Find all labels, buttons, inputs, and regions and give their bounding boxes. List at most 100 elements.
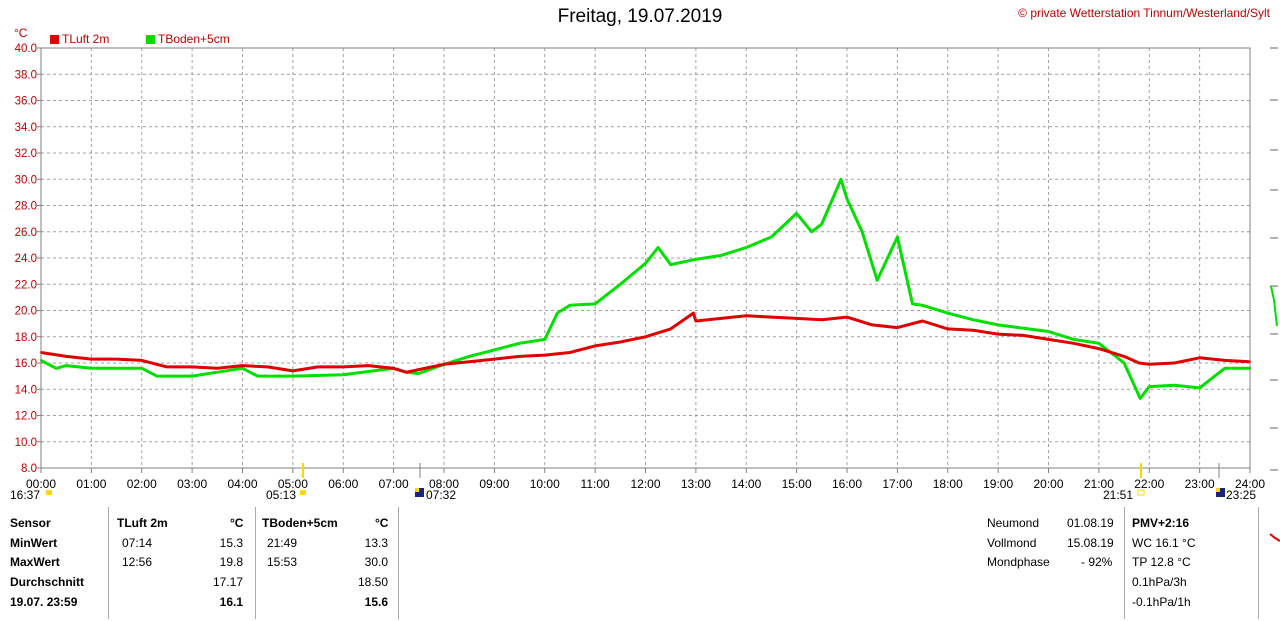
legend-swatch-red	[50, 34, 59, 44]
point-tboden	[256, 374, 259, 378]
point-tluft	[1198, 356, 1201, 359]
pmv-line: TP 12.8 °C	[1132, 555, 1191, 569]
point-tboden	[1198, 386, 1201, 390]
moon-label: Neumond	[987, 516, 1040, 530]
point-tluft	[342, 365, 345, 369]
event-time: 21:51	[1103, 488, 1133, 502]
x-tick-label: 22:00	[1134, 477, 1164, 491]
sun-icon	[300, 490, 306, 495]
point-tluft	[140, 359, 143, 362]
point-tboden	[54, 367, 58, 370]
point-tluft	[644, 335, 647, 338]
point-tluft	[405, 371, 408, 374]
stats-header-tluft: TLuft 2m	[117, 516, 168, 530]
event-time: 07:32	[426, 488, 456, 502]
point-tluft	[468, 360, 471, 363]
point-tboden	[656, 246, 660, 249]
stats-time-tluft: 07:14	[122, 536, 153, 550]
stats-header-sensor: Sensor	[10, 516, 51, 530]
point-tluft	[90, 357, 93, 361]
point-tboden	[216, 371, 219, 374]
point-tboden	[946, 311, 949, 315]
x-tick-label: 06:00	[328, 477, 358, 491]
grid	[40, 47, 1251, 469]
y-tick-label: 20.0	[15, 306, 37, 318]
x-tick-label: 11:00	[581, 477, 610, 491]
point-tboden	[669, 263, 672, 266]
stats-value-tluft: 17.17	[212, 575, 243, 589]
legend-item-tluft: TLuft 2m	[50, 32, 109, 46]
stats-row-label: MaxWert	[10, 555, 60, 569]
stats-value-tluft: 15.3	[219, 536, 243, 550]
point-tluft	[971, 329, 975, 332]
point-tboden	[770, 235, 773, 239]
point-tluft	[417, 368, 420, 371]
point-tboden	[593, 302, 597, 306]
x-tick-label: 15:00	[782, 477, 812, 491]
legend-swatch-green	[146, 34, 155, 44]
point-tluft	[1072, 342, 1075, 345]
stats-column-tboden	[254, 507, 399, 619]
x-tick-label: 04:00	[227, 477, 257, 491]
pmv-line: WC 16.1 °C	[1132, 536, 1196, 550]
point-tboden	[694, 258, 698, 261]
point-tboden	[820, 222, 823, 226]
point-tboden	[896, 235, 899, 239]
y-tick-label: 28.0	[15, 201, 37, 213]
point-tboden	[1047, 330, 1050, 333]
y-tick-label: 8.0	[21, 463, 37, 475]
pmv-panel	[1124, 507, 1259, 619]
point-tboden	[644, 262, 647, 265]
y-unit-label: °C	[14, 26, 28, 40]
point-tluft	[871, 323, 874, 327]
point-tluft	[241, 364, 244, 367]
x-tick-label: 05:00	[278, 477, 308, 491]
point-tluft	[619, 340, 622, 344]
point-tluft	[1047, 338, 1050, 341]
x-axis: 00:00 01:00 02:00 03:00 04:00 05:00 06:00 07:00…	[26, 468, 1265, 491]
stats-time-tboden: 15:53	[267, 555, 298, 569]
point-tluft	[1173, 361, 1176, 365]
point-tluft	[719, 317, 723, 320]
point-tboden	[839, 178, 843, 181]
x-tick-label: 16:00	[832, 477, 862, 491]
x-tick-label: 14:00	[731, 477, 761, 491]
point-tboden	[971, 318, 975, 321]
point-tboden	[719, 254, 723, 257]
y-tick-label: 10.0	[15, 437, 37, 449]
point-tluft	[1122, 355, 1126, 358]
point-tluft	[845, 315, 849, 319]
point-tboden	[518, 342, 521, 345]
x-tick-label: 21:00	[1084, 477, 1114, 491]
plot-frame	[40, 47, 1251, 469]
point-tluft	[921, 319, 924, 323]
point-tluft	[165, 365, 169, 369]
x-tick-label: 01:00	[76, 477, 106, 491]
stats-header-tboden: TBoden+5cm	[262, 516, 338, 530]
point-tluft	[392, 367, 395, 370]
point-tboden	[417, 372, 420, 375]
point-tboden	[291, 374, 295, 378]
pmv-line: 0.1hPa/3h	[1132, 575, 1187, 589]
point-tboden	[845, 197, 849, 201]
point-tluft	[65, 355, 68, 358]
stats-row-label: Durchschnitt	[10, 575, 85, 589]
point-tboden	[876, 279, 879, 282]
stats-value-tboden: 30.0	[364, 555, 388, 569]
stats-value-tboden: 15.6	[364, 595, 388, 609]
point-tluft	[216, 367, 219, 370]
point-tboden	[795, 212, 798, 215]
point-tluft	[692, 311, 695, 315]
x-tick-label: 18:00	[933, 477, 963, 491]
point-tboden	[860, 230, 864, 233]
x-tick-label: 24:00	[1235, 477, 1265, 491]
point-tboden	[1223, 367, 1227, 370]
stats-value-tboden: 13.3	[364, 536, 388, 550]
point-tluft	[896, 326, 899, 329]
y-tick-label: 40.0	[15, 43, 37, 55]
y-tick-label: 34.0	[15, 122, 37, 134]
point-tboden	[165, 374, 169, 378]
point-tluft	[669, 327, 672, 331]
x-tick-label: 17:00	[882, 477, 912, 491]
